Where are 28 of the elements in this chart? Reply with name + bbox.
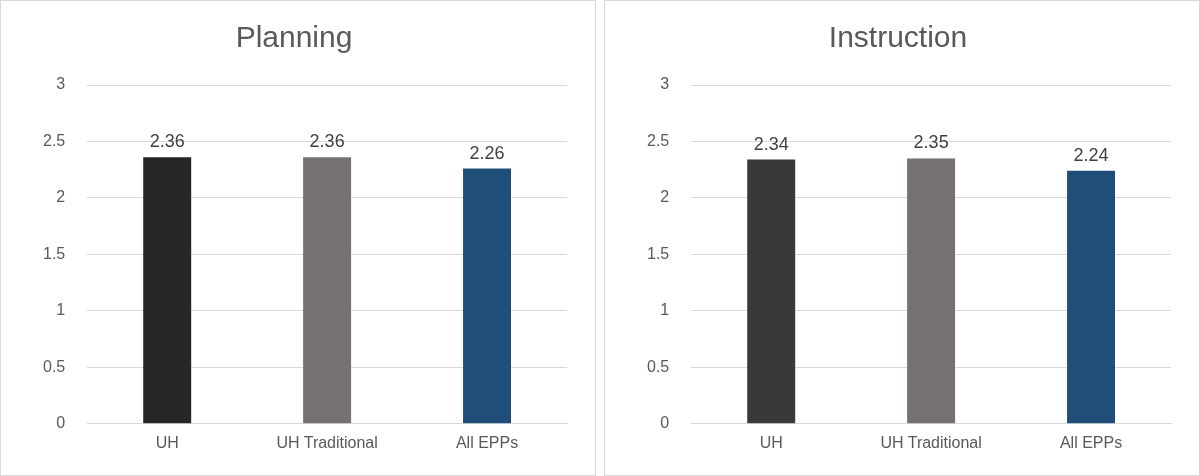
chart-title: Instruction (828, 20, 968, 54)
y-tick-label: 2 (56, 188, 66, 206)
chart-title: Planning (235, 20, 353, 54)
y-tick-label: 1 (56, 301, 66, 319)
y-tick-label: 1 (660, 301, 670, 319)
data-label: 2.36 (149, 131, 185, 152)
data-label: 2.36 (309, 131, 345, 152)
y-tick-label: 2.5 (646, 131, 670, 149)
data-label: 2.35 (913, 132, 949, 153)
y-tick-label: 2 (660, 188, 670, 206)
x-tick-label: UH Traditional (276, 433, 378, 451)
y-tick-label: 2.5 (42, 131, 66, 149)
x-tick-label: UH Traditional (880, 433, 982, 451)
data-label: 2.26 (469, 142, 505, 163)
data-label: 2.34 (753, 133, 789, 154)
y-tick-label: 3 (56, 75, 66, 93)
y-tick-label: 3 (660, 75, 670, 93)
data-label: 2.24 (1073, 144, 1109, 165)
x-tick-label: All EPPs (455, 433, 519, 451)
y-tick-label: 0.5 (646, 357, 670, 375)
y-tick-label: 0.5 (42, 357, 66, 375)
y-tick-label: 0 (56, 414, 66, 432)
x-tick-label: UH (155, 433, 179, 451)
y-tick-label: 1.5 (42, 244, 66, 262)
x-tick-label: All EPPs (1059, 433, 1123, 451)
y-tick-label: 0 (660, 414, 670, 432)
y-tick-label: 1.5 (646, 244, 670, 262)
x-tick-label: UH (759, 433, 783, 451)
